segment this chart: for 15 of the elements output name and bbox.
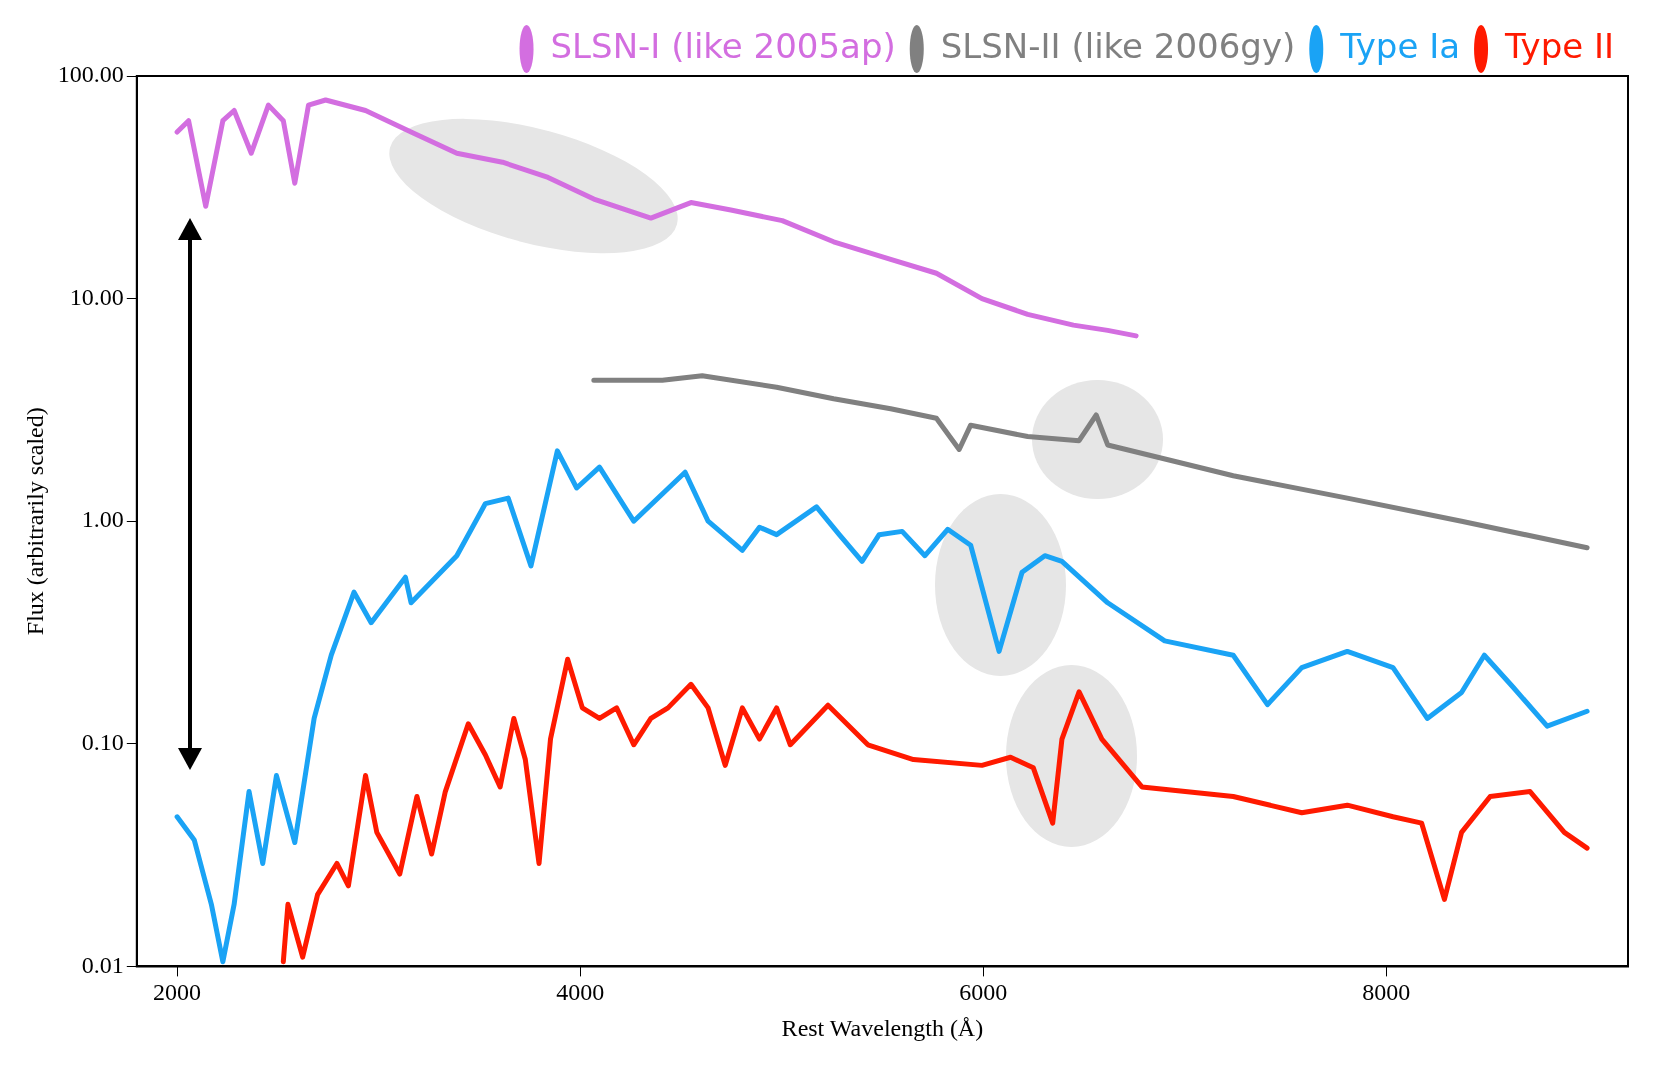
x-tick-label: 6000 — [959, 979, 1008, 1006]
legend-label: Type Ia — [1339, 25, 1461, 66]
y-tick-label: 10.00 — [69, 283, 124, 310]
legend-label: SLSN-I (like 2005ap) — [550, 25, 896, 66]
y-tick-label: 0.01 — [81, 951, 124, 978]
y-tick-label: 100.00 — [57, 61, 124, 88]
legend-label: Type II — [1504, 25, 1615, 66]
y-tick-label: 0.10 — [81, 729, 124, 756]
x-tick-label: 8000 — [1362, 979, 1411, 1006]
x-axis-title: Rest Wavelength (Å) — [781, 1014, 984, 1041]
y-axis-title: Flux (arbitrarily scaled) — [21, 407, 48, 636]
x-tick-label: 4000 — [556, 979, 605, 1006]
y-tick-label: 1.00 — [81, 506, 124, 533]
legend-label: SLSN-II (like 2006gy) — [940, 25, 1296, 66]
x-tick-label: 2000 — [153, 979, 202, 1006]
